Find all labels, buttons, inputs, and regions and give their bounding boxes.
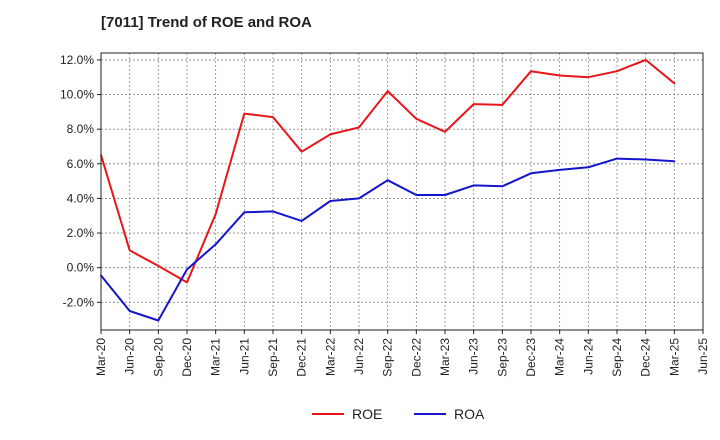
x-tick-label: Jun-23 (467, 338, 481, 375)
y-tick-label: 4.0% (67, 191, 95, 205)
y-tick-label: 10.0% (60, 88, 94, 102)
plot-background (101, 53, 703, 330)
y-tick-label: -2.0% (63, 295, 95, 309)
x-tick-label: Dec-23 (524, 338, 538, 377)
legend: ROE ROA (312, 406, 485, 422)
x-tick-label: Jun-20 (123, 338, 137, 375)
y-tick-label: 6.0% (67, 157, 95, 171)
y-tick-label: 8.0% (67, 122, 95, 136)
x-tick-label: Mar-22 (323, 338, 337, 376)
x-tick-label: Dec-22 (409, 338, 423, 377)
x-tick-label: Mar-20 (94, 338, 108, 376)
x-tick-label: Sep-20 (151, 338, 165, 377)
x-tick-label: Sep-23 (495, 338, 509, 377)
x-axis-ticks: Mar-20 Jun-20 Sep-20 Dec-20 Mar-21 Jun-21 Sep-… (94, 330, 710, 377)
legend-label-roa: ROA (454, 406, 485, 422)
x-tick-label: Mar-25 (667, 338, 681, 376)
grid-lines (100, 53, 704, 330)
y-axis-ticks: -2.0% 0.0% 2.0% 4.0% 6.0% 8.0% 10.0% 12.0% (60, 53, 101, 309)
legend-label-roe: ROE (352, 406, 382, 422)
plot-frame (100, 52, 704, 331)
x-tick-label: Jun-25 (696, 338, 710, 375)
x-tick-label: Mar-24 (553, 338, 567, 376)
chart-title: [7011] Trend of ROE and ROA (101, 14, 312, 31)
x-tick-label: Mar-21 (209, 338, 223, 376)
y-tick-label: 12.0% (60, 53, 94, 67)
x-tick-label: Dec-21 (295, 338, 309, 377)
x-tick-label: Jun-21 (237, 338, 251, 375)
y-tick-label: 0.0% (67, 261, 95, 275)
x-tick-label: Jun-24 (581, 338, 595, 375)
series-lines (100, 58, 676, 322)
x-tick-label: Dec-20 (180, 338, 194, 377)
y-tick-label: 2.0% (67, 226, 95, 240)
x-tick-label: Sep-22 (381, 338, 395, 377)
x-tick-label: Sep-21 (266, 338, 280, 377)
x-tick-label: Jun-22 (352, 338, 366, 375)
x-tick-label: Dec-24 (639, 338, 653, 377)
x-tick-label: Sep-24 (610, 338, 624, 377)
x-tick-label: Mar-23 (438, 338, 452, 376)
